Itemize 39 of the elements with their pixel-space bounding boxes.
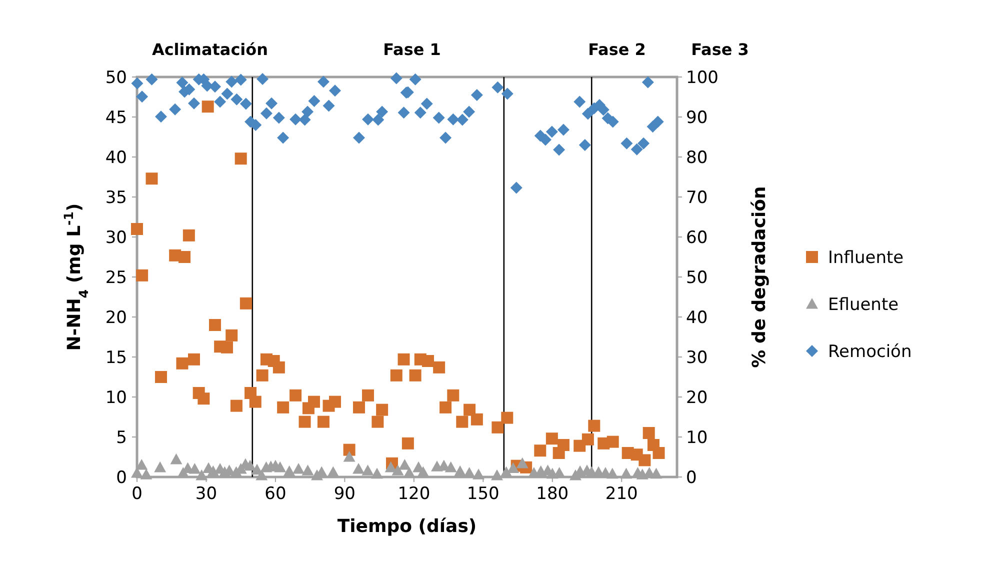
y-tick-label: 45 xyxy=(105,108,127,128)
legend-label: Influente xyxy=(828,248,904,268)
x-tick-label: 120 xyxy=(398,484,430,504)
x-tick-label: 60 xyxy=(264,484,286,504)
legend-label: Remoción xyxy=(828,342,912,362)
y2-tick-label: 70 xyxy=(686,188,708,208)
x-tick-label: 0 xyxy=(132,484,142,504)
x-tick-label: 90 xyxy=(334,484,356,504)
y-tick-label: 25 xyxy=(105,268,127,288)
y2-tick-label: 20 xyxy=(686,388,708,408)
x-tick-label: 180 xyxy=(536,484,569,504)
y-tick-label: 35 xyxy=(105,188,127,208)
x-tick-label: 30 xyxy=(195,484,218,504)
y2-axis-title: % de degradación xyxy=(749,186,770,368)
y2-tick-label: 50 xyxy=(686,268,708,288)
y-tick-label: 0 xyxy=(116,468,127,488)
y-tick-label: 15 xyxy=(105,348,127,368)
y2-tick-label: 90 xyxy=(686,108,708,128)
x-axis-title: Tiempo (días) xyxy=(337,516,477,537)
y-tick-label: 10 xyxy=(105,388,127,408)
text: Aclimatación xyxy=(152,40,268,59)
y2-tick-label: 60 xyxy=(686,228,708,248)
x-tick-label: 210 xyxy=(605,484,638,504)
legend-label: Efluente xyxy=(828,294,899,315)
text: Fase 2 xyxy=(588,40,646,59)
text: Fase 1 xyxy=(383,40,441,59)
y2-tick-label: 30 xyxy=(686,348,708,368)
x-tick-label: 150 xyxy=(466,484,500,504)
y2-tick-label: 0 xyxy=(686,468,697,488)
y-tick-label: 5 xyxy=(116,428,127,448)
text: Fase 3 xyxy=(691,40,749,59)
y-tick-label: 50 xyxy=(105,68,127,88)
y2-tick-label: 100 xyxy=(686,68,718,88)
y2-tick-label: 40 xyxy=(686,308,708,328)
y-tick-label: 30 xyxy=(105,228,127,248)
y-tick-label: 20 xyxy=(105,308,127,328)
y2-tick-label: 80 xyxy=(686,148,708,168)
y2-tick-label: 10 xyxy=(686,428,708,448)
y-tick-label: 40 xyxy=(105,148,127,168)
